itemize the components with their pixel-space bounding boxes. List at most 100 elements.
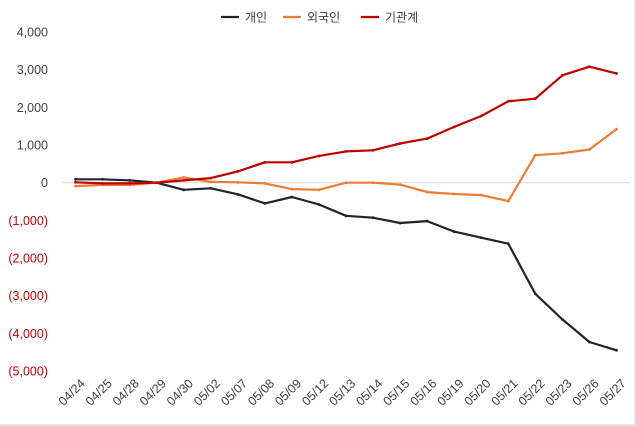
- data-point: [128, 179, 132, 182]
- data-point: [452, 192, 456, 196]
- data-point: [533, 153, 537, 157]
- y-tick-label: 0: [41, 176, 48, 190]
- data-point: [588, 340, 591, 344]
- x-tick-label: 05/02: [191, 376, 223, 408]
- legend-label: 기관계: [385, 11, 418, 25]
- data-point: [101, 177, 104, 181]
- x-tick-label: 05/13: [326, 376, 358, 408]
- data-point: [533, 97, 537, 101]
- x-tick-label: 05/15: [380, 376, 412, 408]
- data-point: [479, 114, 483, 118]
- data-point: [236, 192, 240, 196]
- y-axis: 4,000 3,000 2,000 1,000 0 (1,000) (2,000) (3,00…: [8, 26, 48, 379]
- data-point: [209, 180, 213, 184]
- data-point: [236, 180, 240, 184]
- x-tick-label: 04/29: [137, 376, 169, 408]
- data-point: [371, 216, 375, 220]
- data-point: [290, 195, 294, 199]
- y-tick-label: (5,000): [8, 365, 48, 379]
- data-point: [615, 72, 618, 75]
- data-point: [533, 292, 537, 296]
- x-axis: 04/2404/2504/2804/2904/3005/0205/0705/08…: [56, 376, 629, 408]
- y-tick-label: 1,000: [17, 139, 48, 153]
- y-tick-label: (3,000): [8, 289, 48, 303]
- x-tick-label: 05/23: [543, 376, 575, 408]
- x-tick-label: 04/30: [164, 376, 196, 408]
- series-line-2: [74, 65, 618, 185]
- data-point: [560, 151, 564, 155]
- data-point: [398, 183, 402, 186]
- data-point: [209, 186, 213, 190]
- data-point: [588, 65, 591, 69]
- data-point: [236, 169, 240, 173]
- data-point: [74, 184, 77, 188]
- data-point: [263, 201, 267, 205]
- y-tick-label: (4,000): [8, 327, 48, 341]
- data-point: [155, 181, 159, 185]
- data-point: [588, 148, 591, 151]
- data-point: [560, 317, 564, 321]
- data-point: [344, 150, 348, 153]
- x-tick-label: 05/26: [570, 376, 602, 408]
- series-lines: [74, 65, 618, 352]
- data-point: [425, 137, 429, 140]
- x-tick-label: 04/25: [83, 376, 115, 408]
- data-point: [317, 188, 321, 192]
- data-point: [479, 193, 483, 197]
- data-point: [74, 180, 77, 184]
- y-tick-label: (2,000): [8, 252, 48, 266]
- data-point: [425, 190, 429, 194]
- x-tick-label: 05/12: [299, 376, 331, 408]
- x-tick-label: 05/08: [245, 376, 277, 408]
- data-point: [128, 182, 132, 185]
- x-tick-label: 05/27: [597, 376, 629, 408]
- data-point: [290, 160, 294, 164]
- data-point: [615, 127, 618, 131]
- data-point: [74, 177, 77, 181]
- data-point: [209, 176, 213, 180]
- data-point: [182, 175, 186, 179]
- x-tick-label: 05/20: [462, 376, 494, 408]
- data-point: [398, 221, 402, 225]
- data-point: [290, 187, 294, 191]
- data-point: [182, 188, 186, 192]
- x-tick-label: 04/24: [56, 376, 88, 408]
- data-point: [506, 242, 510, 246]
- series-line-1: [74, 128, 618, 203]
- data-point: [452, 125, 456, 129]
- data-point: [479, 236, 483, 240]
- data-point: [317, 203, 321, 206]
- x-tick-label: 05/09: [272, 376, 304, 408]
- x-tick-label: 05/16: [407, 376, 439, 408]
- data-point: [615, 348, 618, 352]
- series-line-0: [74, 178, 618, 352]
- data-point: [371, 148, 375, 152]
- data-point: [506, 199, 510, 203]
- x-tick-label: 05/07: [218, 376, 250, 408]
- data-point: [560, 73, 564, 77]
- data-point: [371, 181, 375, 185]
- data-point: [182, 179, 186, 182]
- y-tick-label: (1,000): [8, 214, 48, 228]
- legend-label: 개인: [245, 11, 267, 25]
- data-point: [506, 99, 510, 103]
- data-point: [263, 182, 267, 185]
- x-tick-label: 05/21: [489, 376, 521, 408]
- x-tick-label: 05/22: [516, 376, 548, 408]
- data-point: [398, 142, 402, 145]
- x-tick-label: 04/28: [110, 376, 142, 408]
- legend-label: 외국인: [307, 11, 340, 25]
- data-point: [452, 230, 456, 234]
- legend: 개인 외국인 기관계: [221, 11, 418, 25]
- y-tick-label: 3,000: [17, 63, 48, 77]
- x-tick-label: 05/14: [353, 376, 385, 408]
- data-point: [101, 182, 104, 185]
- data-point: [344, 214, 348, 218]
- x-tick-label: 05/19: [435, 376, 467, 408]
- data-point: [317, 154, 321, 158]
- y-tick-label: 4,000: [17, 26, 48, 40]
- data-point: [425, 219, 429, 223]
- y-tick-label: 2,000: [17, 101, 48, 115]
